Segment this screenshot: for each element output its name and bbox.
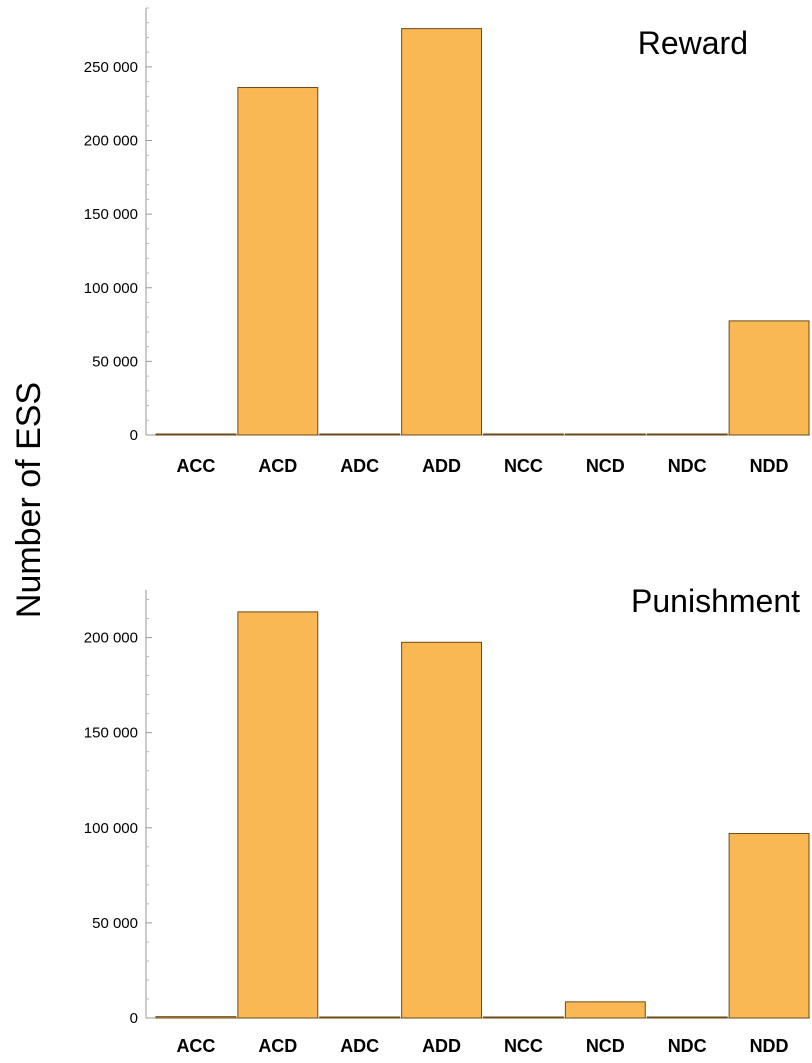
y-tick-label: 50 000 [92,353,138,370]
bar-acd [237,87,319,436]
y-tick-label: 0 [130,427,138,444]
y-tick-label: 150 000 [84,206,138,223]
x-category-label: NDD [750,456,789,476]
x-category-label: NCD [586,456,625,476]
bar-ncd [564,433,646,436]
x-category-label: ACC [176,1036,215,1056]
x-category-label: ACD [258,456,297,476]
x-category-label: NDD [750,1036,789,1056]
x-category-label: NDC [668,456,707,476]
bar-ncd [564,1001,646,1019]
x-category-label: ADD [422,1036,461,1056]
bar-ndd [728,320,810,436]
y-tick-label: 50 000 [92,915,138,932]
y-tick-label: 250 000 [84,59,138,76]
x-category-label: ADD [422,456,461,476]
punishment-panel-title: Punishment [631,583,800,619]
y-tick-label: 200 000 [84,630,138,647]
bar-ndd [728,832,810,1019]
bar-adc [319,433,401,436]
bar-ndc [646,1016,728,1019]
x-category-label: NCC [504,1036,543,1056]
punishment-panel: Punishment 0 50 000 100 000 150 000 200 000 A… [84,583,810,1056]
y-tick-label: 150 000 [84,725,138,742]
y-tick-label: 200 000 [84,133,138,150]
bar-ndc [646,433,728,436]
bar-acd [237,611,319,1019]
bar-acc [155,433,237,436]
bar-add [401,28,482,436]
y-axis-title: Number of ESS [10,382,48,618]
x-category-label: ACC [176,456,215,476]
bar-add [401,641,482,1019]
x-category-label: NCC [504,456,543,476]
bar-ncc [483,433,564,436]
x-category-label: ADC [340,456,379,476]
reward-panel-title: Reward [638,25,748,61]
y-tick-label: 0 [130,1010,138,1027]
x-category-label: ACD [258,1036,297,1056]
x-category-label: NCD [586,1036,625,1056]
bar-ncc [483,1016,564,1019]
bar-adc [319,1016,401,1019]
reward-panel: Reward 0 50 000 100 000 150 000 200 000 250 0… [84,7,810,476]
bar-acc [155,1016,237,1019]
y-tick-label: 100 000 [84,820,138,837]
x-category-label: ADC [340,1036,379,1056]
y-tick-label: 100 000 [84,280,138,297]
x-category-label: NDC [668,1036,707,1056]
